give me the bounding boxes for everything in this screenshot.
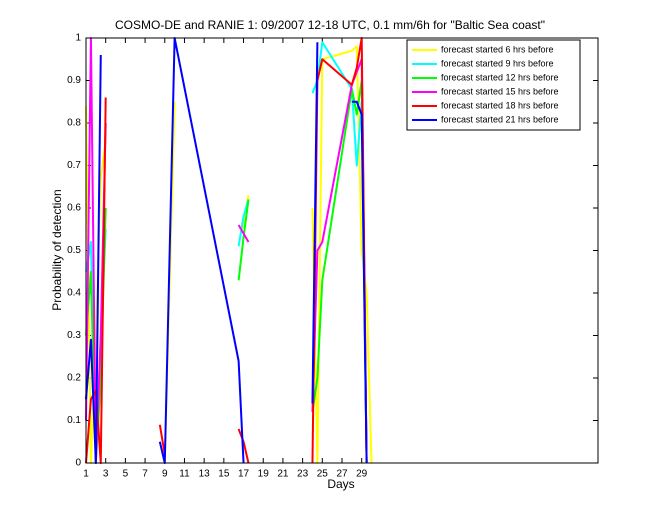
plot-frame	[85, 37, 599, 464]
x-tick-label: 11	[179, 469, 190, 480]
y-tick-label: 0.6	[67, 203, 81, 214]
y-tick-label: 0.9	[67, 75, 81, 86]
y-tick-label: 0.5	[67, 245, 81, 256]
x-tick-label: 25	[317, 469, 329, 480]
legend-label: forecast started 6 hrs before	[441, 44, 554, 54]
y-axis-label: Probability of detection	[50, 189, 64, 310]
x-tick-label: 3	[103, 469, 109, 480]
x-tick-label: 23	[297, 469, 309, 480]
legend-label: forecast started 15 hrs before	[441, 86, 559, 96]
x-tick-label: 21	[277, 469, 289, 480]
y-tick-label: 0.1	[67, 415, 81, 426]
x-tick-label: 29	[356, 469, 368, 480]
legend-label: forecast started 12 hrs before	[441, 72, 559, 82]
legend-label: forecast started 18 hrs before	[441, 100, 559, 110]
x-tick-label: 9	[162, 469, 168, 480]
x-tick-label: 19	[258, 469, 270, 480]
y-tick-label: 0.8	[67, 118, 81, 129]
y-tick-label: 0.7	[67, 160, 81, 171]
x-tick-label: 13	[199, 469, 211, 480]
x-tick-label: 27	[336, 469, 348, 480]
legend-label: forecast started 21 hrs before	[441, 114, 559, 124]
legend-label: forecast started 9 hrs before	[441, 58, 554, 68]
y-tick-label: 0.4	[67, 288, 81, 299]
y-tick-label: 0	[75, 458, 81, 469]
x-tick-label: 5	[123, 469, 129, 480]
legend-box	[406, 39, 581, 131]
x-tick-label: 15	[218, 469, 230, 480]
y-tick-label: 1	[75, 33, 81, 44]
x-tick-label: 7	[142, 469, 148, 480]
y-tick-label: 0.3	[67, 330, 81, 341]
x-tick-label: 17	[238, 469, 250, 480]
y-tick-label: 0.2	[67, 373, 81, 384]
chart-title: COSMO-DE and RANIE 1: 09/2007 12-18 UTC,…	[115, 18, 545, 32]
x-tick-label: 1	[83, 469, 89, 480]
x-axis-label: Days	[327, 477, 354, 491]
